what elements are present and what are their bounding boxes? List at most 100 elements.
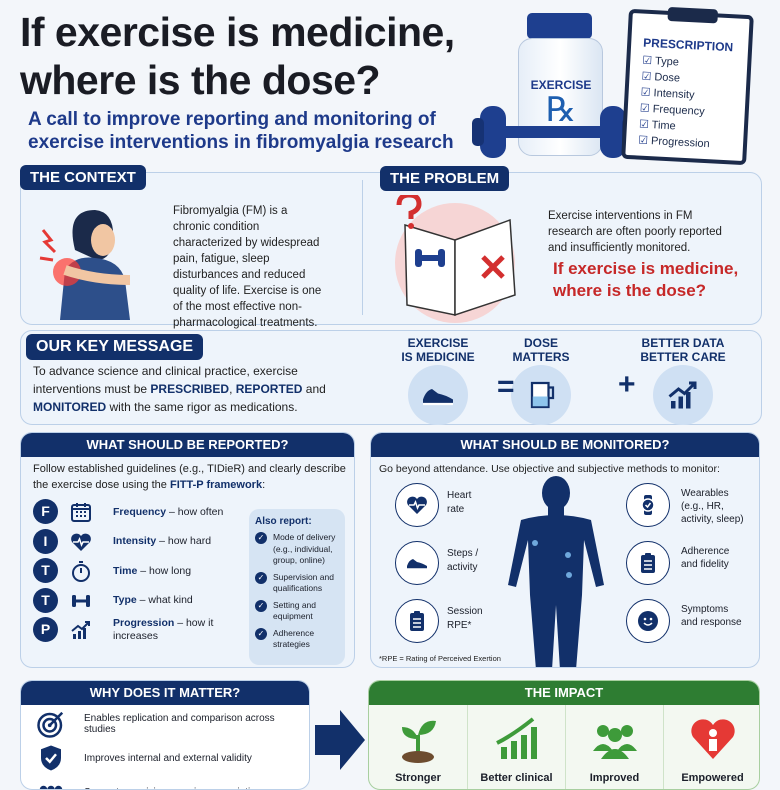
also-report-box: Also report: ✓ Mode of delivery (e.g., in… bbox=[249, 509, 345, 665]
fitt-letter: F bbox=[33, 499, 58, 524]
problem-highlight: If exercise is medicine, where is the do… bbox=[553, 259, 739, 300]
key-concept-caption: BETTER DATA BETTER CARE bbox=[640, 336, 726, 364]
monitor-label: Heart rate bbox=[447, 490, 472, 515]
reported-panel: WHAT SHOULD BE REPORTED? Follow establis… bbox=[20, 432, 355, 668]
context-label: THE CONTEXT bbox=[20, 165, 146, 190]
chart-up-icon bbox=[668, 381, 697, 409]
impact-item: Stronger bbox=[369, 705, 467, 789]
monitor-icon-circle bbox=[395, 541, 439, 585]
checkbox-checked-icon: ☑ bbox=[638, 118, 650, 132]
measuring-cup-icon bbox=[530, 381, 555, 409]
question-mark-icon bbox=[396, 195, 422, 219]
watch-icon bbox=[641, 495, 655, 515]
key-message-text: To advance science and clinical practice… bbox=[33, 364, 326, 414]
reported-intro: Follow established guidelines (e.g., TID… bbox=[33, 463, 346, 491]
also-report-item: ✓ Mode of delivery (e.g., individual, gro… bbox=[255, 532, 339, 567]
people-icon bbox=[39, 785, 63, 789]
fitt-label: Type – what kind bbox=[113, 594, 193, 606]
monitor-label: Adherence and fidelity bbox=[681, 546, 730, 570]
woman-shoulder-pain-illustration bbox=[39, 210, 131, 320]
key-concept-circle bbox=[653, 365, 713, 425]
why-title: WHY DOES IT MATTER? bbox=[21, 681, 309, 705]
rx-symbol: ℞ bbox=[545, 92, 577, 129]
chart-up-icon bbox=[71, 621, 90, 639]
fitt-label: Frequency – how often bbox=[113, 505, 224, 518]
checkbox-checked-icon: ☑ bbox=[641, 70, 652, 84]
impact-item: Better clinical bbox=[467, 705, 565, 789]
checkbox-checked-icon: ☑ bbox=[640, 86, 651, 100]
key-concept-circle bbox=[511, 365, 571, 425]
context-text: Fibromyalgia (FM) is a chronic condition… bbox=[173, 205, 322, 329]
key-concept-circle bbox=[408, 365, 468, 425]
clipboard-icon bbox=[410, 611, 424, 631]
key-concept-caption: DOSE MATTERS bbox=[512, 336, 570, 364]
monitor-label: Steps / activity bbox=[447, 548, 479, 573]
equals-sign: = bbox=[497, 370, 515, 403]
shield-check-icon bbox=[41, 745, 61, 771]
shoe-icon bbox=[407, 559, 427, 570]
fitt-label: Time – how long bbox=[113, 564, 192, 577]
heart-rate-icon bbox=[407, 496, 427, 514]
why-panel: WHY DOES IT MATTER? Enables replication … bbox=[20, 680, 310, 790]
fitt-row: T Type – what kind bbox=[33, 586, 243, 616]
key-concept-caption: EXERCISE IS MEDICINE bbox=[401, 336, 475, 364]
monitor-label: Symptoms and response bbox=[681, 604, 742, 628]
context-problem-panel bbox=[20, 172, 762, 325]
problem-label: THE PROBLEM bbox=[380, 166, 510, 191]
growth-chart-icon bbox=[495, 717, 537, 759]
check-circle-icon: ✓ bbox=[255, 627, 267, 640]
page-title: If exercise is medicine, where is the do… bbox=[20, 9, 455, 103]
check-circle-icon: ✓ bbox=[255, 532, 267, 544]
also-report-item: ✓ Supervision and qualifications bbox=[255, 571, 339, 595]
heart-rate-icon bbox=[71, 533, 91, 551]
also-report-item: ✓ Setting and equipment bbox=[255, 599, 339, 623]
also-report-item: ✓ Adherence strategies bbox=[255, 627, 339, 651]
prescription-clipboard: PRESCRIPTION ☑ Type ☑ Dose ☑ Intensity ☑ Fr… bbox=[621, 6, 754, 166]
human-body-silhouette bbox=[508, 476, 604, 667]
checkbox-checked-icon: ☑ bbox=[637, 134, 649, 147]
monitored-intro: Go beyond attendance. Use objective and … bbox=[379, 463, 720, 475]
fitt-letter: T bbox=[33, 558, 58, 583]
reported-title: WHAT SHOULD BE REPORTED? bbox=[21, 433, 354, 457]
stopwatch-icon bbox=[72, 561, 90, 582]
fitt-label: Progression – how it increases bbox=[113, 617, 214, 642]
bottle-label: EXERCISE bbox=[530, 78, 592, 92]
fitt-row: P Progression – how it increases bbox=[33, 615, 243, 645]
target-icon bbox=[37, 711, 64, 738]
smiley-icon bbox=[638, 611, 658, 631]
monitor-icon-circle bbox=[626, 599, 670, 643]
calendar-icon bbox=[71, 503, 91, 522]
check-circle-icon: ✓ bbox=[255, 571, 267, 584]
fitt-letter: T bbox=[33, 587, 58, 613]
fitt-row: I Intensity – how hard bbox=[33, 527, 243, 557]
dumbbell-icon bbox=[72, 594, 90, 607]
why-item: Enables replication and comparison acros… bbox=[36, 709, 309, 739]
check-circle-icon: ✓ bbox=[255, 599, 267, 612]
impact-title: THE IMPACT bbox=[369, 681, 759, 705]
why-item: Supports precision exercise prescription bbox=[36, 777, 261, 789]
monitor-label: Session RPE* bbox=[447, 606, 483, 631]
fitt-label: Intensity – how hard bbox=[113, 535, 212, 547]
fitt-row: T Time – how long bbox=[33, 556, 243, 586]
problem-text: Exercise interventions in FM research ar… bbox=[548, 210, 722, 254]
shoe-icon bbox=[423, 389, 453, 406]
monitored-panel: WHAT SHOULD BE MONITORED? Go beyond atte… bbox=[370, 432, 760, 668]
checkbox-checked-icon: ☑ bbox=[642, 54, 653, 68]
monitor-icon-circle bbox=[626, 483, 670, 527]
arrow-right-icon bbox=[315, 710, 365, 770]
rpe-footnote: *RPE = Rating of Perceived Exertion bbox=[379, 654, 501, 663]
key-message-label: OUR KEY MESSAGE bbox=[26, 334, 204, 360]
clipboard-title: PRESCRIPTION bbox=[642, 35, 734, 55]
impact-item: Empowered bbox=[663, 705, 759, 789]
monitor-icon-circle bbox=[626, 541, 670, 585]
open-book-missing-dose-illustration bbox=[395, 195, 516, 323]
plus-sign: + bbox=[618, 368, 636, 401]
clipboard-icon bbox=[641, 553, 655, 573]
dumbbell-icon bbox=[472, 106, 634, 158]
monitor-icon-circle bbox=[395, 599, 439, 643]
medicine-bottle-illustration: EXERCISE ℞ bbox=[470, 10, 634, 160]
also-report-title: Also report: bbox=[255, 516, 312, 527]
monitored-title: WHAT SHOULD BE MONITORED? bbox=[371, 433, 759, 457]
checkbox-checked-icon: ☑ bbox=[639, 102, 650, 116]
page-subtitle: A call to improve reporting and monitori… bbox=[28, 109, 454, 153]
